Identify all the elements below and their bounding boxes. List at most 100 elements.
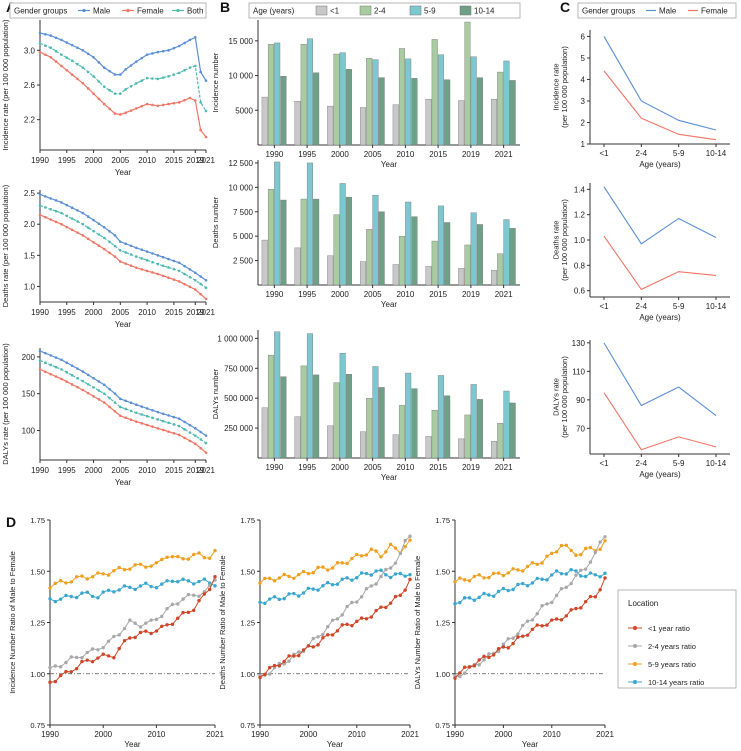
- D3-y-tick-label: 0.75: [435, 721, 450, 730]
- A2-point-both: [193, 278, 197, 282]
- C3-line-female: [603, 392, 717, 451]
- D1-point-ratio_2_4: [170, 602, 175, 607]
- A2-x-tick-label: 2005: [111, 308, 129, 317]
- B1-x-tick-label: 2000: [331, 150, 349, 159]
- B1-bar-1990-<1: [261, 96, 268, 146]
- D3-point-ratio_10_14: [516, 582, 520, 587]
- B2-bar-2010-10-14: [411, 216, 418, 286]
- A1-x-tick-label: 2021: [197, 156, 215, 165]
- D3-point-ratio_lt1: [458, 671, 462, 675]
- A2-point-both: [81, 222, 85, 226]
- D2-point-ratio_lt1: [374, 608, 378, 613]
- C2-y-tick-label: 0.6: [574, 287, 586, 296]
- D2-point-ratio_5_9: [403, 544, 407, 549]
- D1-point-ratio_2_4: [154, 617, 159, 622]
- B3-y-tick-label: 250 000: [224, 424, 253, 433]
- D1-point-ratio_2_4: [69, 655, 73, 659]
- D2-point-ratio_10_14: [316, 588, 320, 592]
- A3-point-both: [135, 411, 138, 415]
- D2-point-ratio_10_14: [364, 571, 369, 576]
- B3-x-tick-label: 2010: [396, 463, 414, 472]
- B1-bar-2000-5-9: [339, 52, 346, 146]
- legend-b-item-2: 5-9: [424, 7, 436, 16]
- B2-bar-1995-<1: [294, 247, 301, 286]
- D2-point-ratio_10_14: [350, 578, 354, 582]
- D2-point-ratio_lt1: [306, 644, 311, 648]
- D1-point-ratio_10_14: [128, 585, 132, 590]
- D1-point-ratio_2_4: [160, 614, 164, 619]
- legend-d-swatch-dot-0: [633, 626, 637, 630]
- chart-d2: 0.75 1.00 1.25 1.50 1.75 1990 2000 2010 2021 Year…: [218, 516, 419, 749]
- A2-point-both: [161, 264, 165, 268]
- D1-point-ratio_lt1: [64, 669, 68, 674]
- A1-point-female: [156, 104, 160, 108]
- A2-point-female: [97, 244, 101, 247]
- A1-point-male: [156, 50, 160, 54]
- A2-point-both: [97, 233, 101, 236]
- B3-bar-2021-10-14: [509, 402, 516, 459]
- A2-y-tick-label: 1.0: [24, 282, 36, 291]
- legend-b-swatch-0: [315, 5, 328, 16]
- D1-point-ratio_10_14: [213, 584, 217, 588]
- D1-point-ratio_lt1: [197, 598, 201, 603]
- B1-bar-1990-2-4: [267, 44, 274, 146]
- B2-bar-2021-5-9: [503, 219, 510, 286]
- A2-point-both: [172, 267, 176, 271]
- D3-point-ratio_5_9: [453, 580, 457, 584]
- D2-point-ratio_5_9: [311, 570, 315, 575]
- D1-point-ratio_5_9: [101, 572, 105, 576]
- D2-point-ratio_5_9: [374, 549, 378, 553]
- C3-line-male: [603, 342, 717, 416]
- B3-bar-2010-10-14: [411, 388, 418, 459]
- A3-point-female: [172, 431, 176, 435]
- A3-point-male: [193, 427, 197, 430]
- B3-bar-2019-2-4: [464, 414, 471, 459]
- A2-point-both: [204, 286, 208, 289]
- legend-d-swatch-dot-3: [633, 680, 637, 684]
- legend-b-swatch-1: [359, 5, 372, 16]
- A3-point-both: [199, 438, 202, 441]
- A1-point-female: [135, 107, 138, 110]
- D1-point-ratio_10_14: [80, 591, 84, 595]
- B2-x-tick-label: 2015: [429, 290, 447, 299]
- A2-point-male: [60, 201, 63, 204]
- A2-point-female: [81, 234, 85, 237]
- legend-b-title: Age (years): [253, 7, 295, 16]
- D1-point-ratio_lt1: [58, 673, 63, 678]
- D1-point-ratio_10_14: [48, 597, 52, 601]
- C1-x-tick-label: <1: [599, 149, 609, 158]
- D1-point-ratio_5_9: [117, 565, 121, 570]
- D3-point-ratio_lt1: [598, 588, 602, 592]
- B1-bar-1995-10-14: [313, 72, 320, 146]
- A2-point-both: [156, 262, 160, 266]
- C1-line-male: [603, 36, 717, 131]
- D2-point-ratio_10_14: [403, 574, 407, 578]
- B3-x-tick-label: 2015: [429, 463, 447, 472]
- D3-point-ratio_10_14: [482, 591, 486, 596]
- legend-a-item-both: Both: [187, 7, 203, 16]
- A2-point-both: [38, 204, 42, 207]
- D2-point-ratio_2_4: [345, 604, 349, 609]
- D3-point-ratio_2_4: [540, 604, 544, 608]
- D2-y-tick-label: 1.00: [240, 670, 255, 679]
- D2-point-ratio_5_9: [393, 546, 398, 550]
- D3-point-ratio_10_14: [506, 588, 510, 593]
- B2-bar-2000-<1: [327, 255, 334, 286]
- A2-point-both: [108, 240, 111, 244]
- A2-x-tick-label: 1990: [31, 308, 49, 317]
- C3-y-tick-label: 70: [576, 424, 585, 433]
- D1-point-ratio_10_14: [101, 590, 105, 594]
- D2-point-ratio_lt1: [263, 672, 267, 677]
- D3-point-ratio_10_14: [559, 571, 564, 576]
- A1-y-tick-label: 3.0: [24, 46, 36, 55]
- A1-point-male: [124, 68, 127, 71]
- A3-point-female: [124, 416, 127, 420]
- D2-point-ratio_10_14: [393, 572, 398, 576]
- D1-point-ratio_5_9: [128, 567, 132, 571]
- D1-point-ratio_5_9: [176, 554, 180, 559]
- D1-point-ratio_5_9: [165, 555, 169, 560]
- A1-point-female: [161, 103, 165, 107]
- A2-point-male: [140, 248, 144, 252]
- D3-point-ratio_2_4: [583, 567, 588, 571]
- B2-bar-2000-5-9: [339, 183, 346, 286]
